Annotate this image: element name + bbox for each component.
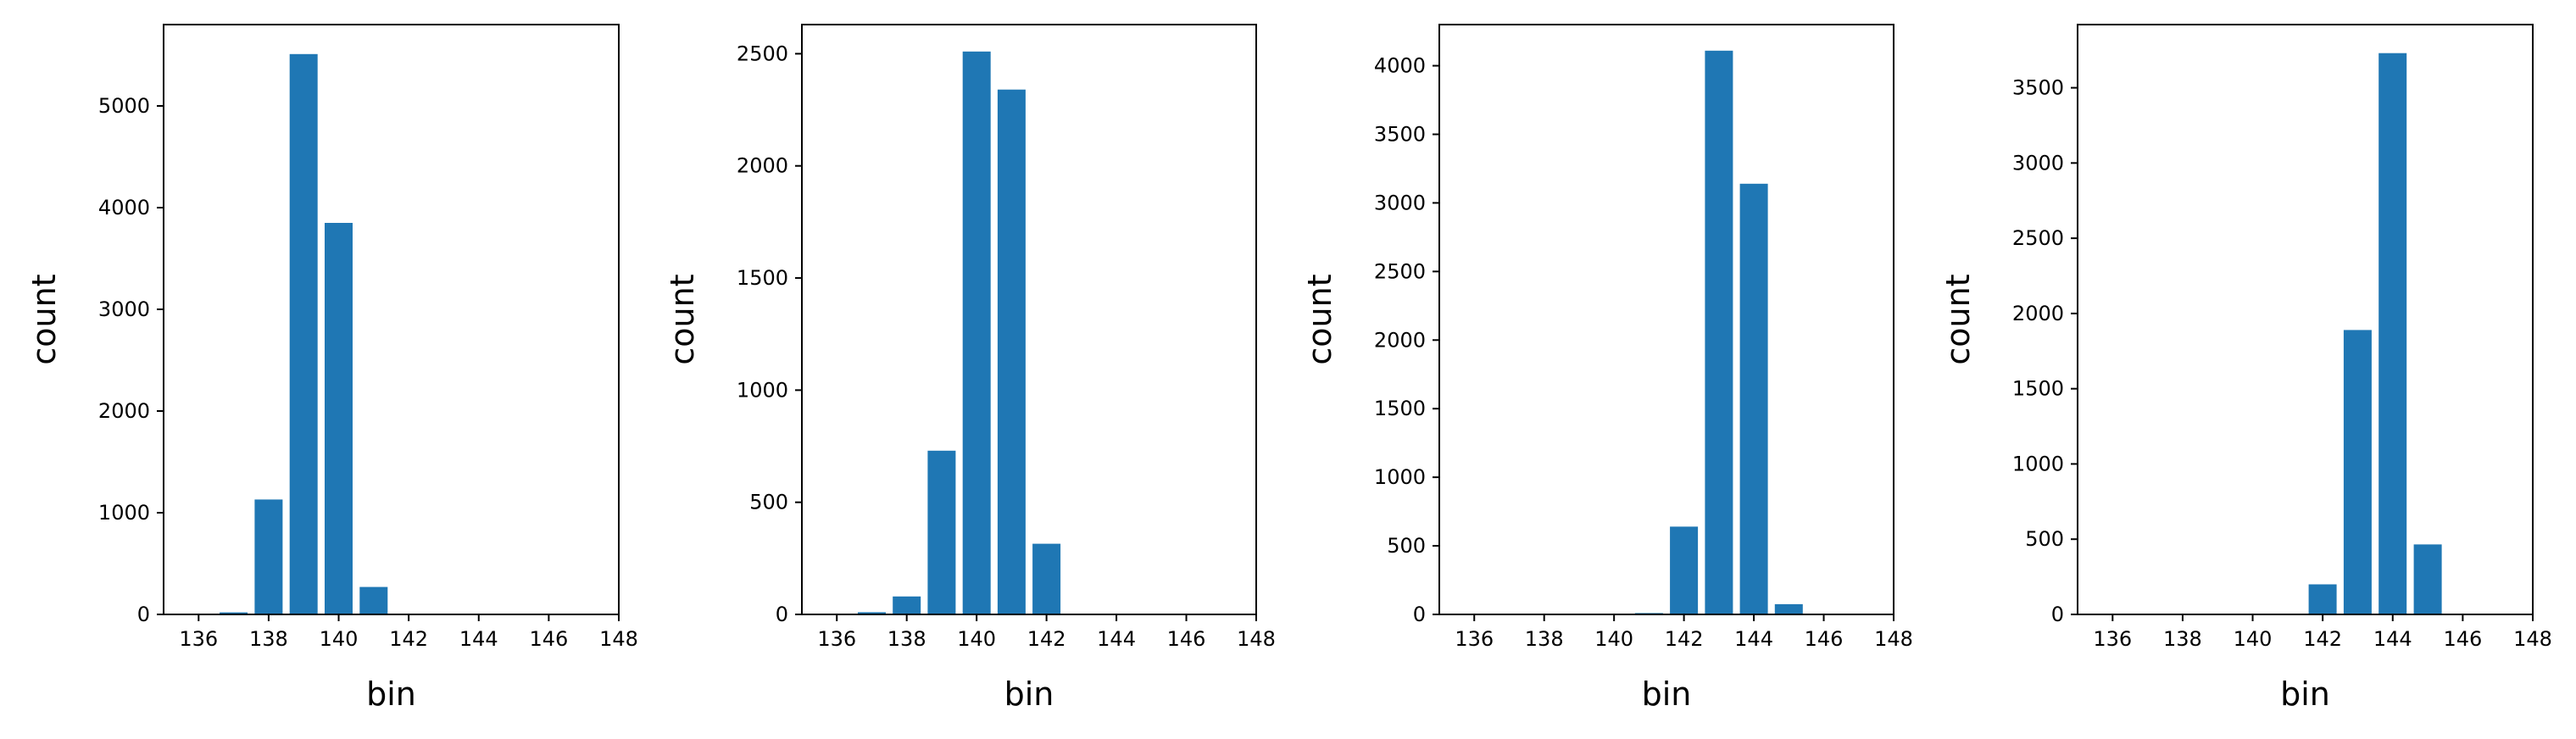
bar-145 xyxy=(2413,544,2442,614)
bar-143 xyxy=(1705,50,1733,615)
y-tick-label: 3000 xyxy=(98,297,150,321)
x-axis-label: bin xyxy=(1642,675,1692,713)
x-tick-label: 142 xyxy=(2303,627,2342,651)
bar-143 xyxy=(2343,330,2372,614)
x-tick-label: 146 xyxy=(1167,627,1206,651)
bar-142 xyxy=(2308,584,2337,614)
y-axis-label: count xyxy=(25,274,63,364)
y-tick-label: 4000 xyxy=(1374,54,1426,78)
y-axis-label: count xyxy=(1301,274,1338,364)
y-tick-label: 1000 xyxy=(1374,465,1426,489)
x-tick-label: 148 xyxy=(2513,627,2552,651)
axes-frame xyxy=(163,24,620,615)
x-tick-label: 144 xyxy=(459,627,498,651)
bar-142 xyxy=(1032,543,1061,614)
subplot-1: 136 138 140 142 144 146 148 0 1000 2000 3000 4000 50… xyxy=(25,24,638,713)
x-tick-label: 146 xyxy=(529,627,568,651)
y-tick-label: 3500 xyxy=(2012,76,2064,100)
axes-frame xyxy=(2077,24,2534,615)
bar-138 xyxy=(893,596,921,614)
x-tick-label: 136 xyxy=(1455,627,1494,651)
x-tick-label: 140 xyxy=(1594,627,1633,651)
y-tick-label: 2000 xyxy=(737,154,788,178)
x-axis-label: bin xyxy=(366,675,416,713)
x-tick-label: 136 xyxy=(817,627,856,651)
x-tick-label: 138 xyxy=(887,627,926,651)
y-tick-label: 5000 xyxy=(98,94,150,118)
x-tick-label: 138 xyxy=(1525,627,1564,651)
bar-137 xyxy=(858,612,886,614)
y-tick-label: 1000 xyxy=(98,501,150,525)
y-tick-label: 2000 xyxy=(98,399,150,423)
x-tick-label: 144 xyxy=(1097,627,1136,651)
y-tick-label: 1000 xyxy=(737,378,788,402)
subplot-3: 136 138 140 142 144 146 148 0 500 1000 1500 2000 250… xyxy=(1301,24,1913,713)
subplot-4: 136 138 140 142 144 146 148 0 500 1000 1500 2000 250… xyxy=(1939,24,2552,713)
y-tick-label: 500 xyxy=(2025,527,2064,551)
x-tick-label: 138 xyxy=(249,627,288,651)
subplot-2: 136 138 140 142 144 146 148 0 500 1000 1500 2000 250… xyxy=(664,24,1276,713)
x-tick-label: 144 xyxy=(1734,627,1773,651)
x-tick-label: 142 xyxy=(1665,627,1704,651)
bar-144 xyxy=(1739,183,1768,615)
y-tick-label: 0 xyxy=(137,603,150,626)
x-tick-label: 144 xyxy=(2373,627,2412,651)
x-tick-label: 136 xyxy=(179,627,218,651)
x-tick-label: 142 xyxy=(1027,627,1066,651)
axes-frame xyxy=(1438,24,1894,615)
y-tick-label: 2500 xyxy=(1374,259,1426,283)
y-tick-label: 2500 xyxy=(2012,226,2064,250)
axes-frame xyxy=(801,24,1257,615)
y-tick-label: 1000 xyxy=(2012,452,2064,475)
x-tick-label: 138 xyxy=(2163,627,2202,651)
x-tick-label: 148 xyxy=(599,627,638,651)
x-tick-label: 146 xyxy=(2443,627,2482,651)
y-tick-label: 1500 xyxy=(737,266,788,290)
bar-140 xyxy=(325,223,353,614)
y-tick-label: 500 xyxy=(749,491,788,514)
x-tick-label: 148 xyxy=(1237,627,1276,651)
y-axis-label: count xyxy=(1939,274,1977,364)
x-axis-label: bin xyxy=(1004,675,1054,713)
y-tick-label: 0 xyxy=(776,603,788,626)
x-tick-label: 148 xyxy=(1874,627,1913,651)
bar-145 xyxy=(1774,603,1803,614)
bar-139 xyxy=(289,53,318,615)
bar-144 xyxy=(2378,53,2407,614)
x-tick-label: 140 xyxy=(2234,627,2273,651)
y-tick-label: 500 xyxy=(1387,534,1426,558)
bar-142 xyxy=(1670,526,1699,614)
y-axis-label: count xyxy=(664,274,701,364)
x-tick-label: 140 xyxy=(957,627,996,651)
x-tick-label: 146 xyxy=(1805,627,1844,651)
x-tick-label: 142 xyxy=(389,627,428,651)
y-tick-label: 2000 xyxy=(1374,328,1426,352)
y-tick-label: 3500 xyxy=(1374,122,1426,146)
bar-140 xyxy=(962,51,991,615)
y-tick-label: 1500 xyxy=(2012,377,2064,401)
y-tick-label: 0 xyxy=(2051,603,2064,626)
y-tick-label: 4000 xyxy=(98,196,150,219)
y-tick-label: 2500 xyxy=(737,42,788,65)
bar-139 xyxy=(927,450,956,614)
bar-138 xyxy=(254,499,283,614)
y-tick-label: 1500 xyxy=(1374,397,1426,420)
bar-141 xyxy=(997,89,1026,614)
x-axis-label: bin xyxy=(2280,675,2330,713)
y-tick-label: 3000 xyxy=(1374,191,1426,214)
y-tick-label: 2000 xyxy=(2012,302,2064,325)
x-tick-label: 140 xyxy=(320,627,359,651)
y-tick-label: 3000 xyxy=(2012,151,2064,175)
x-tick-label: 136 xyxy=(2093,627,2132,651)
bar-137 xyxy=(220,612,248,614)
bar-141 xyxy=(359,586,388,614)
y-tick-label: 0 xyxy=(1413,603,1426,626)
